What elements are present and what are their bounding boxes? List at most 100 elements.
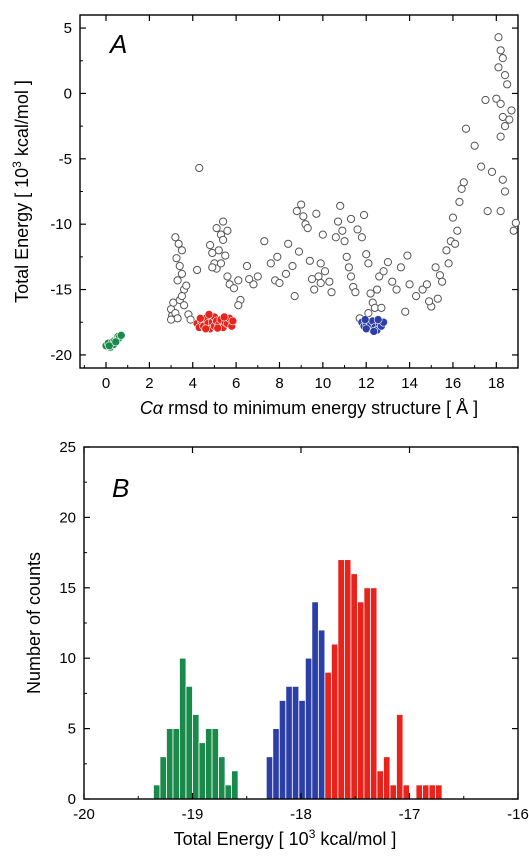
- panel-a-points: [101, 33, 520, 352]
- panel-a-point: [405, 280, 414, 289]
- panel-a-point: [177, 269, 187, 278]
- panel-a-x-tick-label: 8: [275, 375, 283, 392]
- panel-a-point: [219, 312, 229, 322]
- panel-b-bar: [211, 728, 219, 800]
- panel-b-bar: [185, 685, 193, 800]
- panel-a-point: [182, 281, 191, 290]
- panel-a-y-axis-label-pre: Total Energy [ 10: [12, 168, 32, 303]
- panel-a-point: [362, 250, 371, 259]
- panel-a-label: A: [108, 29, 127, 59]
- panel-a-y-axis-label: Total Energy [ 103 kcal/mol ]: [10, 80, 32, 303]
- panel-a-point: [172, 254, 181, 263]
- panel-a-point: [216, 259, 226, 268]
- panel-a-x-tick-label: 14: [401, 375, 418, 392]
- panel-a-point: [219, 235, 228, 244]
- panel-a-point: [219, 217, 228, 226]
- panel-b-x-axis-label-sup: 3: [309, 827, 316, 841]
- panel-b-y-tick-label: 5: [68, 721, 76, 738]
- panel-a-point: [223, 226, 232, 235]
- panel-a-point: [360, 315, 370, 324]
- panel-a-point: [111, 337, 121, 347]
- panel-a-y-tick-label: -10: [50, 216, 72, 233]
- panel-a-point: [208, 263, 217, 272]
- panel-a-point: [303, 224, 312, 233]
- panel-b-bar: [272, 728, 280, 800]
- panel-b-bar: [415, 784, 423, 800]
- panel-a-y-tick-label: -5: [59, 151, 72, 168]
- panel-b-bar: [291, 685, 300, 800]
- panel-a-x-axis-label-symbol: Cα: [140, 398, 164, 418]
- panel-a-point: [353, 225, 362, 234]
- panel-a-point: [483, 207, 492, 216]
- panel-a-point: [174, 239, 183, 248]
- panel-a-point: [253, 272, 262, 281]
- panel-b-bar: [435, 784, 443, 800]
- panel-a-point: [438, 277, 447, 286]
- panel-a-point: [281, 269, 291, 278]
- panel-a-point: [344, 263, 353, 272]
- panel-a-point: [290, 291, 299, 301]
- panel-a-point: [175, 261, 184, 271]
- panel-a-point: [192, 265, 202, 275]
- panel-b-bar: [298, 700, 306, 800]
- panel-a-point: [245, 274, 254, 284]
- panel-b-bar: [343, 559, 352, 800]
- panel-a-point: [325, 277, 334, 286]
- panel-a-x-tick-label: 18: [488, 375, 505, 392]
- panel-a-point: [221, 251, 230, 260]
- panel-a-point: [470, 141, 479, 150]
- panel-b-bar: [172, 728, 180, 800]
- panel-b-bar: [357, 601, 365, 800]
- panel-b-bar: [428, 784, 436, 800]
- panel-b-bar: [383, 756, 391, 800]
- panel-a-point: [359, 210, 369, 220]
- panel-a-point: [375, 272, 384, 281]
- panel-a-x-tick-label: 16: [445, 375, 462, 392]
- panel-a-point: [171, 233, 180, 242]
- panel-a-point: [294, 247, 304, 256]
- panel-a-point: [284, 239, 293, 248]
- panel-b-bar: [231, 770, 239, 800]
- panel-a-point: [496, 207, 505, 216]
- panel-a-point: [388, 277, 397, 286]
- panel-a-point: [396, 263, 406, 272]
- panel-a-point: [273, 252, 282, 261]
- panel-a-point: [494, 63, 503, 72]
- panel-a-point: [500, 122, 510, 131]
- panel-a-point: [496, 46, 505, 55]
- panel-a-y-tick-label: -15: [50, 282, 72, 299]
- panel-a-point: [260, 237, 269, 246]
- panel-a-point: [487, 167, 497, 176]
- panel-b-label: B: [112, 473, 129, 503]
- panel-a-point: [496, 99, 505, 109]
- panel-b-bar: [337, 559, 345, 800]
- panel-a-point: [316, 259, 325, 268]
- panel-b-bar: [324, 671, 332, 800]
- panel-a-point: [242, 261, 252, 271]
- panel-a-point: [418, 285, 427, 294]
- panel-b-bar: [317, 629, 326, 800]
- panel-a-point: [177, 246, 187, 255]
- panel-a-point: [305, 256, 314, 265]
- panel-a-point: [424, 297, 434, 306]
- panel-a-point: [342, 252, 351, 261]
- panel-a-x-tick-label: 12: [358, 375, 375, 392]
- panel-a-point: [459, 178, 468, 187]
- panel-b-y-axis-label: Number of counts: [24, 552, 44, 694]
- panel-a-point: [411, 291, 421, 301]
- panel-a-point: [234, 301, 243, 310]
- panel-a-point: [361, 324, 371, 334]
- panel-a-point: [195, 163, 204, 173]
- panel-a-point: [318, 230, 327, 239]
- panel-a-point: [234, 276, 243, 285]
- panel-b-y-tick-label: 15: [59, 580, 76, 597]
- panel-a-y-tick-label: 0: [64, 85, 72, 102]
- panel-a-point: [500, 187, 510, 196]
- panel-a-point: [507, 106, 516, 115]
- panel-a-point: [392, 285, 401, 294]
- panel-a-x-axis-label: Cα rmsd to minimum energy structure [ Å …: [140, 398, 478, 418]
- panel-a-point: [327, 288, 336, 297]
- panel-a-point: [453, 226, 462, 235]
- panel-b-bar: [402, 784, 410, 800]
